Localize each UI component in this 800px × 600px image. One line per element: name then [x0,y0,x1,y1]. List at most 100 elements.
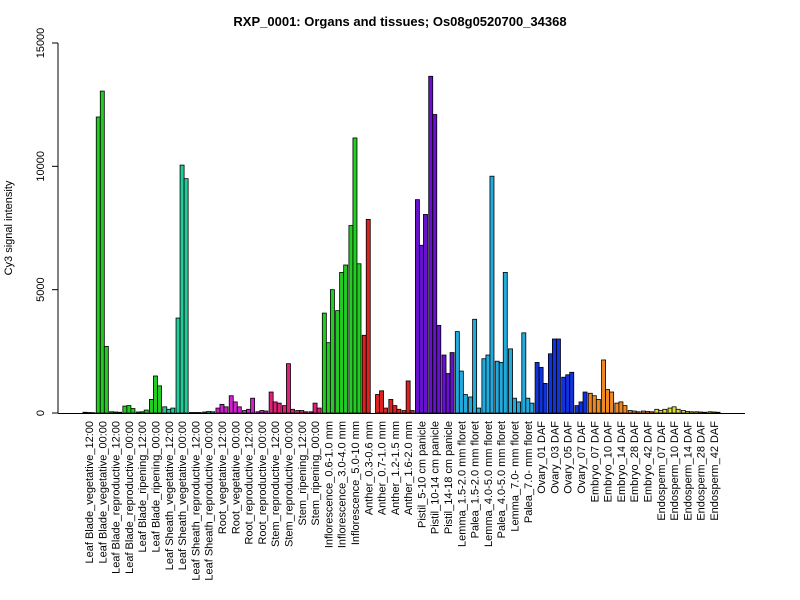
bar [361,334,367,414]
category-label: Leaf Blade_ripening_12:00 [137,421,149,553]
y-axis-label: Cy3 signal intensity [3,180,15,275]
bar [308,411,314,414]
bar [166,408,172,414]
bar [312,402,318,414]
bar [667,407,673,414]
bar [622,405,628,414]
bar [529,402,535,414]
category-label: Embryo_42 DAF [643,421,655,503]
bar [365,218,371,414]
bar [521,332,527,414]
category-label: Inflorescence_0.6-1.0 mm [323,421,335,548]
bar [578,401,584,414]
bar [489,175,495,414]
bar [654,408,660,414]
bar [552,338,557,414]
bar [329,289,335,414]
bar [170,407,176,414]
bar [175,317,181,414]
bar [671,406,677,414]
bar [542,382,548,414]
bar [494,360,500,414]
category-label: Anther_1.2-1.5 mm [390,421,402,515]
bar [223,406,229,414]
bar [627,410,633,414]
bar [286,363,291,414]
bar [179,164,185,414]
bar [445,373,451,414]
category-label: Ovary_07 DAF [576,421,588,494]
bar [392,405,398,414]
bar [255,411,261,414]
bar [316,407,322,414]
category-label: Embryo_14 DAF [616,421,628,503]
bar [149,399,154,414]
bar [538,366,544,414]
bar [547,353,553,414]
bar [109,411,114,414]
category-label: Ovary_03 DAF [549,421,561,494]
bar [99,90,105,414]
bar [658,410,664,414]
bar [428,75,434,414]
bar [432,114,438,414]
bar [219,403,225,414]
bar [462,394,468,414]
bar [250,397,256,414]
bar [516,401,521,414]
bar [303,411,309,414]
bar [472,318,478,414]
bar [569,371,575,414]
bar [117,411,123,414]
category-label: Stem_reproductive_12:00 [270,421,282,547]
category-label: Endosperm_28 DAF [696,421,708,521]
bar [609,391,615,414]
bar [379,390,384,414]
category-label: Embryo_07 DAF [589,421,601,503]
bar [143,409,149,414]
category-label: Endosperm_10 DAF [669,421,681,521]
category-labels: Leaf Blade_vegetative_12:00 Leaf Blade_ve… [84,421,721,581]
bar [614,402,620,414]
category-label: Stem_reproductive_00:00 [283,421,295,547]
bar [95,116,101,414]
category-label: Palea_1.5-2.0 mm floret [470,421,482,538]
bar [631,410,637,414]
category-label: Stem_ripening_12:00 [297,421,309,526]
y-tick-label: 15000 [35,28,47,59]
bar [183,178,189,414]
bar [508,348,513,414]
bar [468,396,474,414]
bar [295,410,301,414]
bar [711,411,717,414]
bar [689,411,694,414]
bar [113,411,119,414]
bar [587,392,593,414]
bar [401,410,407,414]
bar [228,395,234,414]
bar [684,411,690,414]
bar [635,411,641,414]
bar [419,244,424,414]
bar [485,354,491,414]
bar [595,399,601,414]
bar [375,394,380,414]
bar [423,214,428,414]
bar [202,411,208,414]
bar [162,406,168,414]
bar [210,411,216,414]
bar [242,410,247,414]
category-label: Embryo_28 DAF [629,421,641,503]
bar [290,408,295,414]
bar [458,370,464,414]
category-label: Ovary_01 DAF [536,421,548,494]
category-label: Root_reproductive_00:00 [257,421,269,545]
category-label: Leaf Blade_reproductive_00:00 [124,421,136,574]
category-label: Stem_ripening_00:00 [310,421,322,526]
category-label: Inflorescence_5.0-10 mm [350,421,362,545]
bar [481,358,487,414]
bar [299,410,305,414]
bar [126,405,132,414]
bar [675,408,681,414]
bar [276,402,282,414]
